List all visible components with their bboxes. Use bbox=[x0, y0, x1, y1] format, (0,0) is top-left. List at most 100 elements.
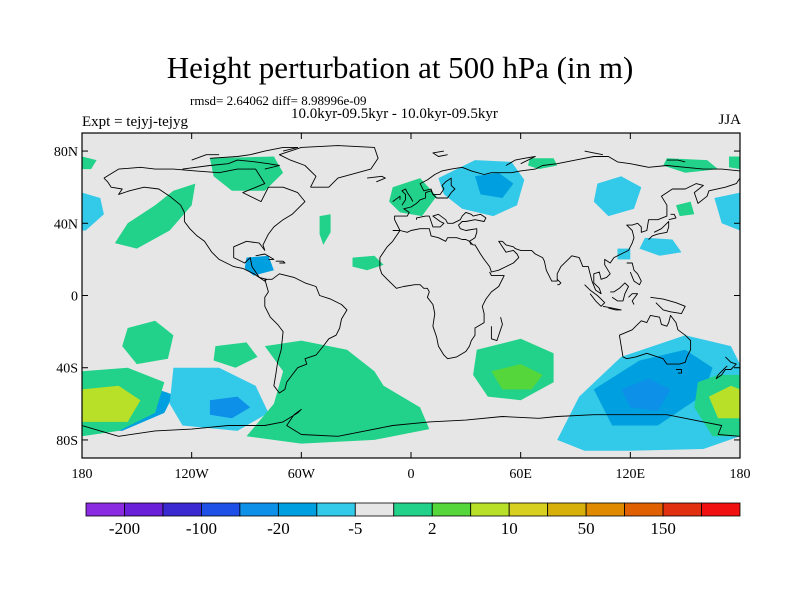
contour-region bbox=[82, 192, 104, 231]
coastline bbox=[602, 305, 622, 311]
coastline bbox=[399, 177, 740, 295]
colorbar-swatch bbox=[393, 502, 433, 517]
coastline bbox=[401, 188, 414, 206]
lat-tick-label: 80S bbox=[56, 434, 78, 449]
colorbar-swatch bbox=[124, 502, 164, 517]
period-text: 10.0kyr-09.5kyr - 10.0kyr-09.5kyr bbox=[291, 106, 498, 122]
coastline bbox=[103, 166, 306, 282]
contour-region bbox=[639, 237, 682, 256]
colorbar-label: -20 bbox=[267, 519, 290, 538]
lon-tick-label: 120E bbox=[616, 467, 646, 482]
colorbar-swatch bbox=[508, 502, 549, 517]
coastline bbox=[610, 282, 629, 302]
colorbar-label: 150 bbox=[650, 519, 676, 538]
colorbar-label: 10 bbox=[501, 519, 518, 538]
coastline bbox=[715, 356, 737, 380]
lat-tick-label: 40S bbox=[56, 362, 78, 377]
colorbar-label: 50 bbox=[578, 519, 595, 538]
contour-region bbox=[491, 364, 543, 390]
contour-region bbox=[389, 178, 437, 217]
lon-tick-label: 0 bbox=[408, 467, 415, 482]
colorbar: -200 -100 -20 -5 2 10 50 150 bbox=[85, 502, 741, 538]
colorbar-swatch bbox=[162, 502, 202, 517]
coastline bbox=[556, 278, 562, 286]
coastline bbox=[584, 150, 603, 156]
colorbar-label: -5 bbox=[348, 519, 362, 538]
experiment-label: Expt = tejyj-tejyg bbox=[82, 114, 188, 130]
lat-tick-label: 80N bbox=[54, 145, 78, 160]
lon-tick-label: 60W bbox=[288, 467, 316, 482]
coastline bbox=[379, 230, 505, 360]
contour-region bbox=[714, 192, 740, 231]
colorbar-swatch bbox=[85, 502, 125, 517]
contour-region bbox=[244, 255, 274, 276]
coastline bbox=[191, 154, 220, 161]
colorbar-swatch bbox=[662, 502, 702, 517]
coastline bbox=[676, 369, 682, 374]
coastline bbox=[182, 159, 280, 170]
contour-region bbox=[319, 214, 331, 245]
colorbar-swatch bbox=[585, 502, 625, 517]
colorbar-swatch bbox=[316, 502, 356, 517]
contour-region bbox=[593, 176, 642, 217]
coastline bbox=[666, 159, 686, 163]
contour-region bbox=[475, 172, 514, 198]
coastline bbox=[392, 156, 740, 231]
coastline bbox=[392, 195, 401, 202]
lon-tick-label: 60E bbox=[509, 467, 532, 482]
colorbar-swatch bbox=[624, 502, 664, 517]
coastline bbox=[416, 211, 487, 246]
colorbar-swatch bbox=[547, 502, 587, 517]
contour-region bbox=[209, 156, 284, 191]
colorbar-swatch bbox=[201, 502, 241, 517]
coastline bbox=[490, 317, 503, 342]
axis-ticks: 80N 40N 0 40S 80S 180 120W 60W 0 60E 120E 180 bbox=[54, 133, 751, 482]
coastline bbox=[432, 150, 448, 157]
contour-region bbox=[82, 385, 141, 422]
colorbar-label: -200 bbox=[109, 519, 140, 538]
colorbar-swatch bbox=[431, 502, 472, 517]
contour-region bbox=[676, 201, 695, 217]
coastline bbox=[648, 221, 670, 240]
colorbar-swatch bbox=[701, 502, 741, 517]
lon-tick-label: 180 bbox=[72, 467, 93, 482]
lat-tick-label: 0 bbox=[71, 290, 78, 305]
coastline bbox=[367, 175, 386, 183]
contour-region bbox=[82, 156, 97, 170]
coastlines bbox=[82, 145, 740, 437]
coastline bbox=[255, 253, 275, 260]
colorbar-label: -100 bbox=[186, 519, 217, 538]
lon-tick-label: 180 bbox=[730, 467, 751, 482]
colorbar-swatch bbox=[354, 502, 395, 517]
colorbar-label: 2 bbox=[428, 519, 437, 538]
coastline bbox=[82, 408, 740, 437]
coastline bbox=[618, 314, 692, 365]
lat-tick-label: 40N bbox=[54, 217, 78, 232]
colorbar-swatch bbox=[239, 502, 279, 517]
contour-region bbox=[122, 320, 174, 365]
stats-text: rmsd= 2.64062 diff= 8.98996e-09 bbox=[190, 93, 367, 108]
colorbar-swatch bbox=[470, 502, 510, 517]
season-label: JJA bbox=[718, 112, 741, 128]
coastline bbox=[668, 213, 677, 221]
contour-region bbox=[708, 385, 740, 419]
coastline bbox=[209, 146, 299, 159]
coastline bbox=[650, 296, 686, 315]
contour-region bbox=[114, 183, 196, 249]
colorbar-swatch bbox=[277, 502, 318, 517]
contour-region bbox=[528, 158, 558, 170]
coastline bbox=[584, 284, 606, 307]
coastline bbox=[275, 260, 286, 264]
coastline bbox=[264, 273, 348, 394]
contour-region bbox=[213, 342, 258, 368]
coastline bbox=[628, 293, 639, 305]
lon-tick-label: 120W bbox=[175, 467, 210, 482]
contour-region bbox=[729, 156, 740, 170]
coastline bbox=[278, 145, 379, 188]
chart-title: Height perturbation at 500 hPa (in m) bbox=[166, 50, 634, 85]
contour-region bbox=[621, 378, 671, 412]
coastline bbox=[626, 262, 642, 286]
contour-region bbox=[352, 255, 384, 271]
contour-region bbox=[209, 396, 251, 419]
